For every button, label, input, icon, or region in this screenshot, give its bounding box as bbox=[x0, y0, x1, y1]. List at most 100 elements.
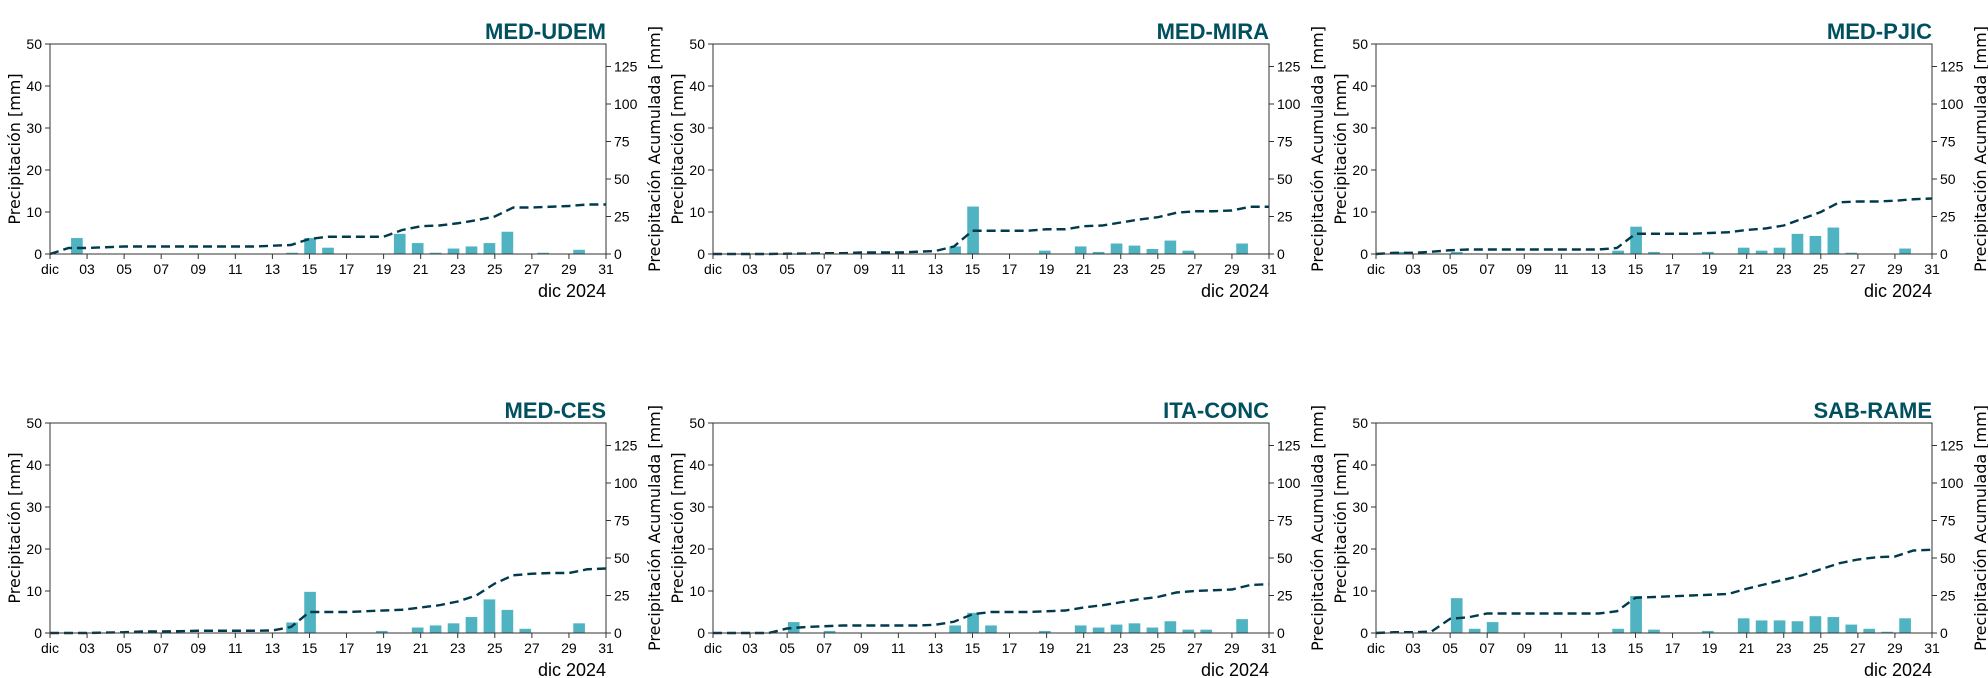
precip-bar bbox=[1092, 251, 1105, 254]
right-axis-label: Precipitación Acumulada [mm] bbox=[645, 26, 664, 272]
x-tick-label: 31 bbox=[1261, 640, 1277, 656]
precip-bar bbox=[286, 252, 298, 254]
x-tick-label: 13 bbox=[928, 261, 944, 277]
x-tick-label: 11 bbox=[228, 261, 243, 277]
cumulative-line bbox=[713, 205, 1269, 256]
chart-panel-6: 0 10 20 30 40 50 0 25 50 75 100 125 dic 03 05 07 09 11 13 1… bbox=[1331, 398, 1988, 678]
right-tick-label: 125 bbox=[1940, 59, 1964, 75]
x-tick-label: 07 bbox=[1479, 261, 1495, 277]
x-tick-label: 25 bbox=[1150, 640, 1166, 656]
precip-bar bbox=[304, 591, 316, 633]
left-tick-label: 50 bbox=[1352, 36, 1368, 52]
right-tick-label: 125 bbox=[614, 59, 638, 75]
x-tick-label: 03 bbox=[1405, 640, 1421, 656]
precip-bar bbox=[1110, 243, 1123, 254]
x-tick-label: 25 bbox=[1813, 640, 1829, 656]
chart-title: ITA-CONC bbox=[1163, 398, 1269, 423]
precip-bar bbox=[1737, 247, 1750, 254]
x-tick-label: 21 bbox=[1076, 261, 1092, 277]
right-tick-label: 50 bbox=[614, 171, 630, 187]
right-tick-label: 0 bbox=[1277, 246, 1285, 262]
right-tick-label: 100 bbox=[614, 96, 638, 112]
left-tick-label: 40 bbox=[689, 78, 705, 94]
precip-bar bbox=[1182, 250, 1195, 254]
x-tick-label: 11 bbox=[1554, 640, 1569, 656]
right-tick-label: 0 bbox=[614, 625, 622, 641]
x-tick-label: 31 bbox=[598, 640, 614, 656]
precip-bar bbox=[949, 625, 961, 633]
left-tick-label: 30 bbox=[689, 499, 705, 515]
precip-bar bbox=[322, 247, 334, 254]
precip-bar bbox=[1863, 628, 1876, 633]
left-tick-label: 50 bbox=[1352, 415, 1368, 431]
right-tick-label: 0 bbox=[1940, 246, 1948, 262]
right-axis-label: Precipitación Acumulada [mm] bbox=[1971, 405, 1988, 651]
right-tick-label: 125 bbox=[1940, 438, 1964, 454]
precip-bar bbox=[1899, 618, 1911, 633]
x-tick-label: 23 bbox=[1113, 261, 1129, 277]
precip-bar bbox=[1791, 621, 1804, 633]
plot-frame bbox=[49, 43, 607, 255]
x-tick-label: 03 bbox=[742, 261, 758, 277]
precip-bar bbox=[1648, 629, 1660, 633]
precip-bar bbox=[1164, 621, 1177, 633]
precip-bar bbox=[483, 599, 496, 633]
x-tick-label: 11 bbox=[891, 640, 906, 656]
x-tick-label: dic bbox=[41, 261, 59, 277]
precip-bar bbox=[411, 627, 424, 633]
x-tick-label: 09 bbox=[1516, 261, 1532, 277]
right-tick-label: 50 bbox=[1277, 550, 1293, 566]
left-tick-label: 30 bbox=[689, 120, 705, 136]
x-tick-label: 05 bbox=[116, 261, 132, 277]
precip-bar bbox=[447, 623, 460, 633]
x-tick-label: dic bbox=[1367, 261, 1385, 277]
left-tick-label: 30 bbox=[1352, 499, 1368, 515]
right-tick-label: 0 bbox=[1940, 625, 1948, 641]
x-tick-label: 31 bbox=[1924, 640, 1940, 656]
right-axis-label: Precipitación Acumulada [mm] bbox=[1308, 26, 1327, 272]
x-tick-label: dic bbox=[41, 640, 59, 656]
precip-bar bbox=[1468, 628, 1481, 633]
right-tick-label: 100 bbox=[614, 475, 638, 491]
precip-bar bbox=[1182, 629, 1195, 633]
precip-bar bbox=[1450, 251, 1463, 254]
x-tick-label: 05 bbox=[779, 261, 795, 277]
x-tick-label: 21 bbox=[413, 640, 429, 656]
x-tick-label: 23 bbox=[1113, 640, 1129, 656]
precip-bar bbox=[483, 243, 496, 254]
x-tick-label: 05 bbox=[779, 640, 795, 656]
x-tick-label: 13 bbox=[1591, 640, 1607, 656]
x-tick-label: 17 bbox=[1665, 640, 1681, 656]
x-tick-label: 19 bbox=[1702, 261, 1718, 277]
cumulative-line bbox=[50, 567, 607, 635]
x-tick-label: 19 bbox=[376, 640, 392, 656]
x-tick-label: 03 bbox=[1405, 261, 1421, 277]
right-tick-label: 75 bbox=[1940, 134, 1956, 150]
chart-panel-1: 0 10 20 30 40 50 0 25 50 75 100 125 dic 03 05 07 09 11 13 1… bbox=[5, 19, 664, 301]
x-tick-label: 09 bbox=[1516, 640, 1532, 656]
x-tick-label: 31 bbox=[1261, 261, 1277, 277]
precip-bar bbox=[1737, 618, 1750, 633]
x-tick-label: 19 bbox=[1039, 640, 1055, 656]
precip-bar bbox=[1791, 233, 1804, 254]
x-tick-label: 29 bbox=[1224, 261, 1240, 277]
cumulative-line bbox=[713, 583, 1270, 635]
precip-bar bbox=[1074, 246, 1087, 254]
x-tick-label: 15 bbox=[965, 640, 981, 656]
precip-bar bbox=[1845, 252, 1858, 254]
left-tick-label: 10 bbox=[1352, 583, 1368, 599]
precip-bar bbox=[71, 238, 83, 254]
right-tick-label: 75 bbox=[614, 134, 630, 150]
x-tick-label: 19 bbox=[376, 261, 392, 277]
x-date-label: dic 2024 bbox=[1864, 281, 1932, 301]
x-tick-label: 25 bbox=[487, 261, 503, 277]
precip-bar bbox=[823, 630, 836, 633]
plot-frame bbox=[712, 422, 1270, 634]
precip-bar bbox=[1128, 623, 1141, 633]
x-tick-label: dic bbox=[1367, 640, 1385, 656]
x-tick-label: 19 bbox=[1702, 640, 1718, 656]
precip-bar bbox=[1773, 247, 1786, 254]
right-tick-label: 100 bbox=[1277, 96, 1301, 112]
left-tick-label: 0 bbox=[34, 625, 42, 641]
precip-bar bbox=[1755, 620, 1768, 633]
